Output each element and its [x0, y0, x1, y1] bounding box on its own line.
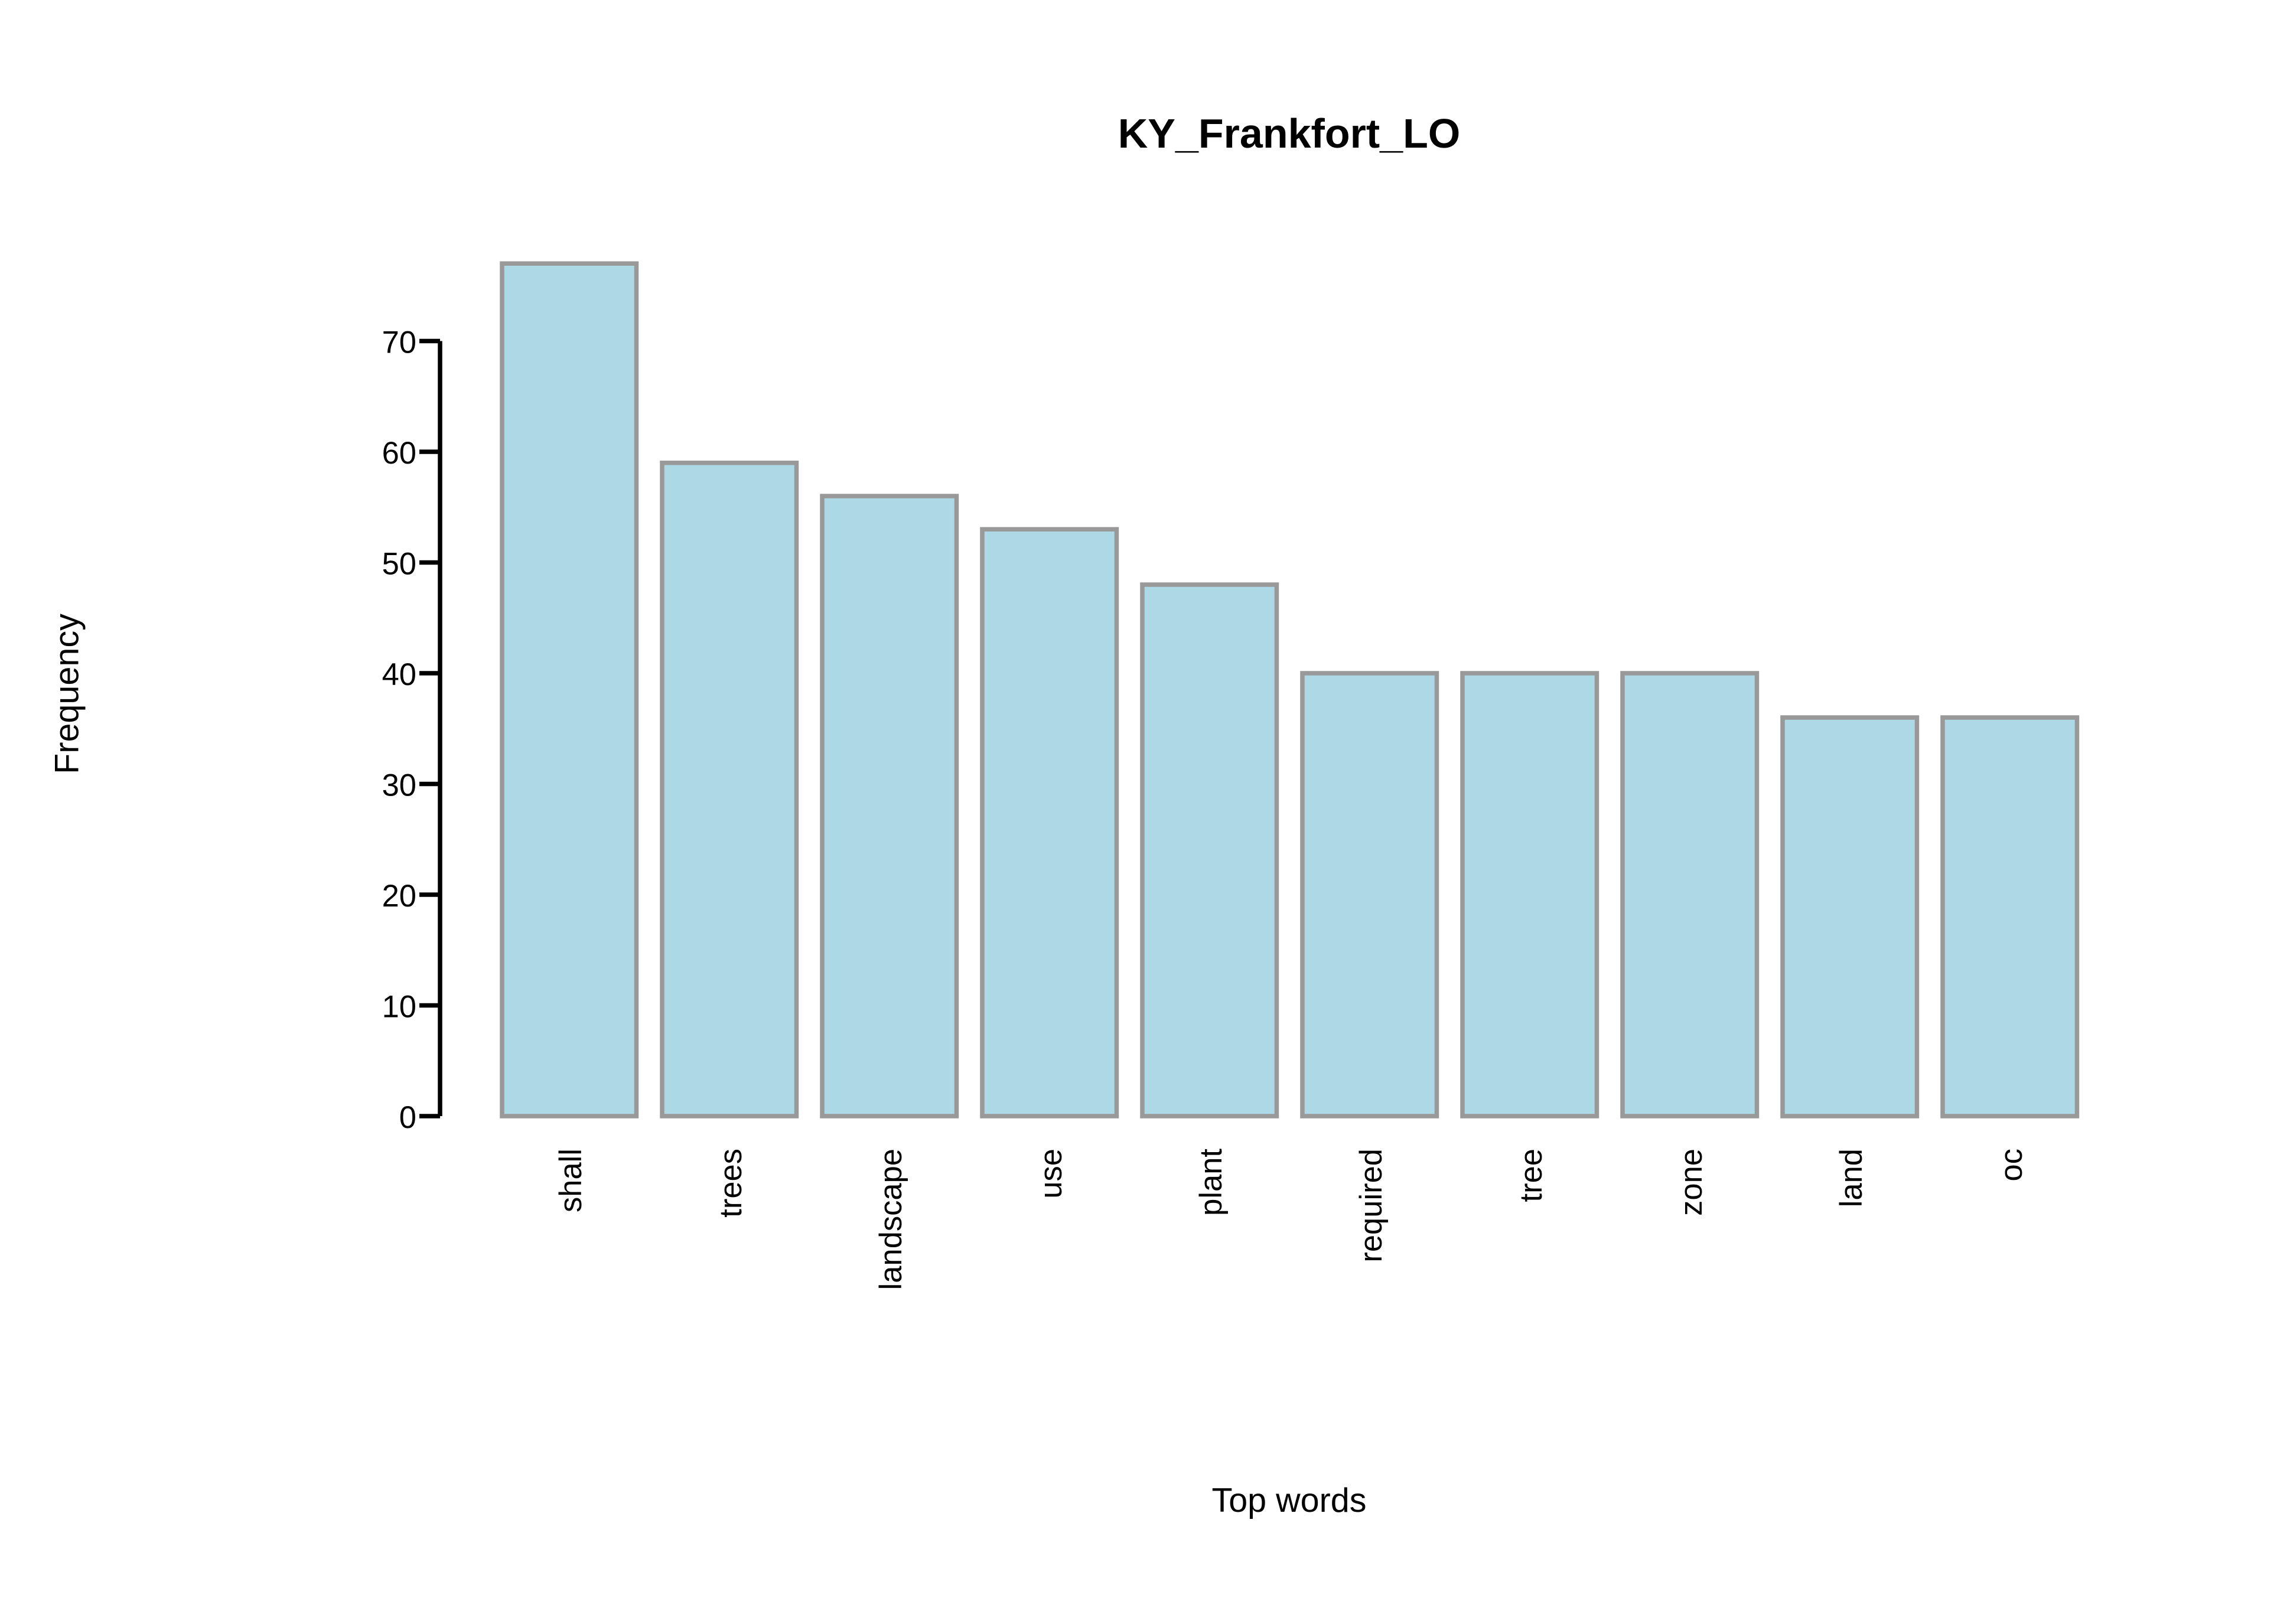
chart-title: KY_Frankfort_LO — [1118, 110, 1461, 156]
bar — [1780, 715, 1920, 1118]
x-tick-label: use — [1034, 1149, 1068, 1199]
y-tick-label: 10 — [382, 990, 416, 1025]
x-tick-label: oc — [1994, 1149, 2029, 1181]
bar — [1140, 582, 1279, 1118]
x-tick-label: zone — [1674, 1149, 1709, 1216]
bar — [1940, 715, 2080, 1118]
bar — [1460, 671, 1599, 1118]
bar — [500, 261, 639, 1118]
x-tick-label: shall — [553, 1149, 588, 1212]
bar — [980, 527, 1119, 1118]
y-tick-label: 70 — [382, 325, 416, 360]
y-tick-label: 0 — [399, 1100, 416, 1135]
y-axis-label: Frequency — [48, 614, 86, 774]
y-tick-label: 50 — [382, 547, 416, 582]
y-tick-label: 40 — [382, 657, 416, 692]
bar — [660, 461, 799, 1118]
x-tick-label: land — [1834, 1149, 1869, 1207]
y-tick-label: 60 — [382, 436, 416, 471]
x-axis-label: Top words — [1211, 1482, 1366, 1519]
bar — [1620, 671, 1760, 1118]
x-tick-label: required — [1354, 1149, 1389, 1263]
y-tick-label: 20 — [382, 879, 416, 914]
x-tick-label: trees — [714, 1149, 748, 1218]
x-tick-label: tree — [1514, 1149, 1549, 1202]
bar — [820, 494, 959, 1118]
x-tick-label: landscape — [874, 1149, 908, 1290]
bar — [1300, 671, 1439, 1118]
x-tick-label: plant — [1194, 1149, 1229, 1216]
y-tick-label: 30 — [382, 768, 416, 803]
